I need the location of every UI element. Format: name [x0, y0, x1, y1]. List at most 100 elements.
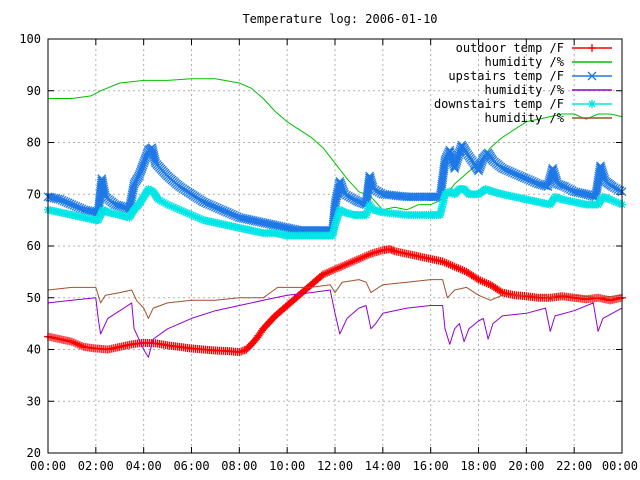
data-point [96, 210, 105, 219]
data-point [482, 279, 491, 288]
data-point [389, 246, 398, 255]
x-axis: 00:00 02:00 04:00 06:00 08:00 10:00 12:00 14:00… [30, 39, 638, 473]
data-point [187, 210, 196, 219]
data-point [444, 260, 453, 269]
data-point [327, 267, 336, 276]
x-tick-label: 04:00 [126, 459, 162, 473]
x-tick-label: 14:00 [365, 459, 401, 473]
data-point [610, 197, 619, 206]
data-point [344, 259, 353, 268]
data-point [167, 202, 176, 211]
data-point [421, 192, 431, 202]
data-point [191, 212, 200, 221]
legend-label: humidity /% [485, 111, 565, 125]
data-point [440, 258, 449, 267]
data-point [362, 208, 371, 217]
plot-frame [47, 38, 623, 454]
chart-title: Temperature log: 2006-01-10 [242, 12, 437, 26]
data-point [77, 342, 86, 351]
x-tick-label: 16:00 [413, 459, 449, 473]
series-3 [43, 140, 627, 235]
data-point [165, 201, 174, 210]
legend-label: outdoor temp /F [456, 41, 564, 55]
data-point [478, 277, 487, 286]
data-point [442, 259, 451, 268]
data-point [614, 198, 623, 207]
data-point [450, 262, 459, 271]
data-point [73, 340, 82, 349]
data-point [364, 250, 373, 259]
data-point [346, 258, 355, 267]
data-point [325, 267, 334, 276]
data-point [419, 192, 429, 202]
x-tick-label: 20:00 [508, 459, 544, 473]
x-tick-label: 02:00 [78, 459, 114, 473]
data-point [171, 204, 180, 213]
series-line [47, 289, 623, 358]
data-point [69, 338, 78, 347]
data-point [362, 210, 371, 219]
data-point [448, 261, 457, 270]
data-point [319, 270, 328, 279]
data-point [195, 214, 204, 223]
y-tick-label: 80 [27, 136, 41, 150]
data-point [406, 192, 416, 202]
data-point [332, 264, 341, 273]
x-tick-label: 18:00 [460, 459, 496, 473]
data-point [173, 204, 182, 213]
data-point [362, 251, 371, 260]
data-point [352, 255, 361, 264]
data-point [94, 216, 103, 225]
data-point [417, 192, 427, 202]
series-6 [47, 279, 623, 319]
y-tick-label: 60 [27, 239, 41, 253]
legend-label: humidity /% [485, 83, 565, 97]
data-point [71, 339, 80, 348]
series-group [43, 78, 627, 358]
data-point [75, 341, 84, 350]
series-5 [44, 185, 626, 240]
data-point [360, 252, 369, 261]
series-4 [47, 289, 623, 358]
x-tick-label: 12:00 [317, 459, 353, 473]
data-point [321, 269, 330, 278]
legend-label: upstairs temp /F [448, 69, 564, 83]
data-point [336, 262, 345, 271]
data-point [163, 200, 172, 209]
legend-marker [588, 100, 596, 108]
series-line [48, 78, 623, 211]
x-tick-label: 00:00 [602, 459, 638, 473]
data-point [415, 192, 425, 202]
data-point [179, 207, 188, 216]
y-tick-label: 20 [27, 446, 41, 460]
data-point [458, 266, 467, 275]
data-point [402, 192, 412, 202]
data-point [356, 254, 365, 263]
data-point [460, 267, 469, 276]
series-line [47, 279, 623, 319]
data-point [95, 212, 104, 221]
data-point [67, 337, 76, 346]
data-point [358, 253, 367, 262]
data-point [608, 196, 617, 205]
x-tick-label: 08:00 [221, 459, 257, 473]
data-point [472, 274, 481, 283]
x-tick-label: 22:00 [556, 459, 592, 473]
data-point [616, 199, 625, 208]
y-tick-label: 100 [19, 32, 41, 46]
data-point [331, 265, 339, 274]
data-point [169, 203, 178, 212]
data-point [484, 279, 493, 288]
data-point [413, 192, 423, 202]
legend-marker [588, 44, 596, 52]
data-point [193, 213, 202, 222]
data-point [334, 263, 343, 272]
data-point [350, 256, 359, 265]
data-point [410, 192, 420, 202]
data-point [474, 275, 483, 284]
data-point [340, 260, 349, 269]
data-point [612, 198, 621, 207]
data-point [363, 206, 372, 215]
